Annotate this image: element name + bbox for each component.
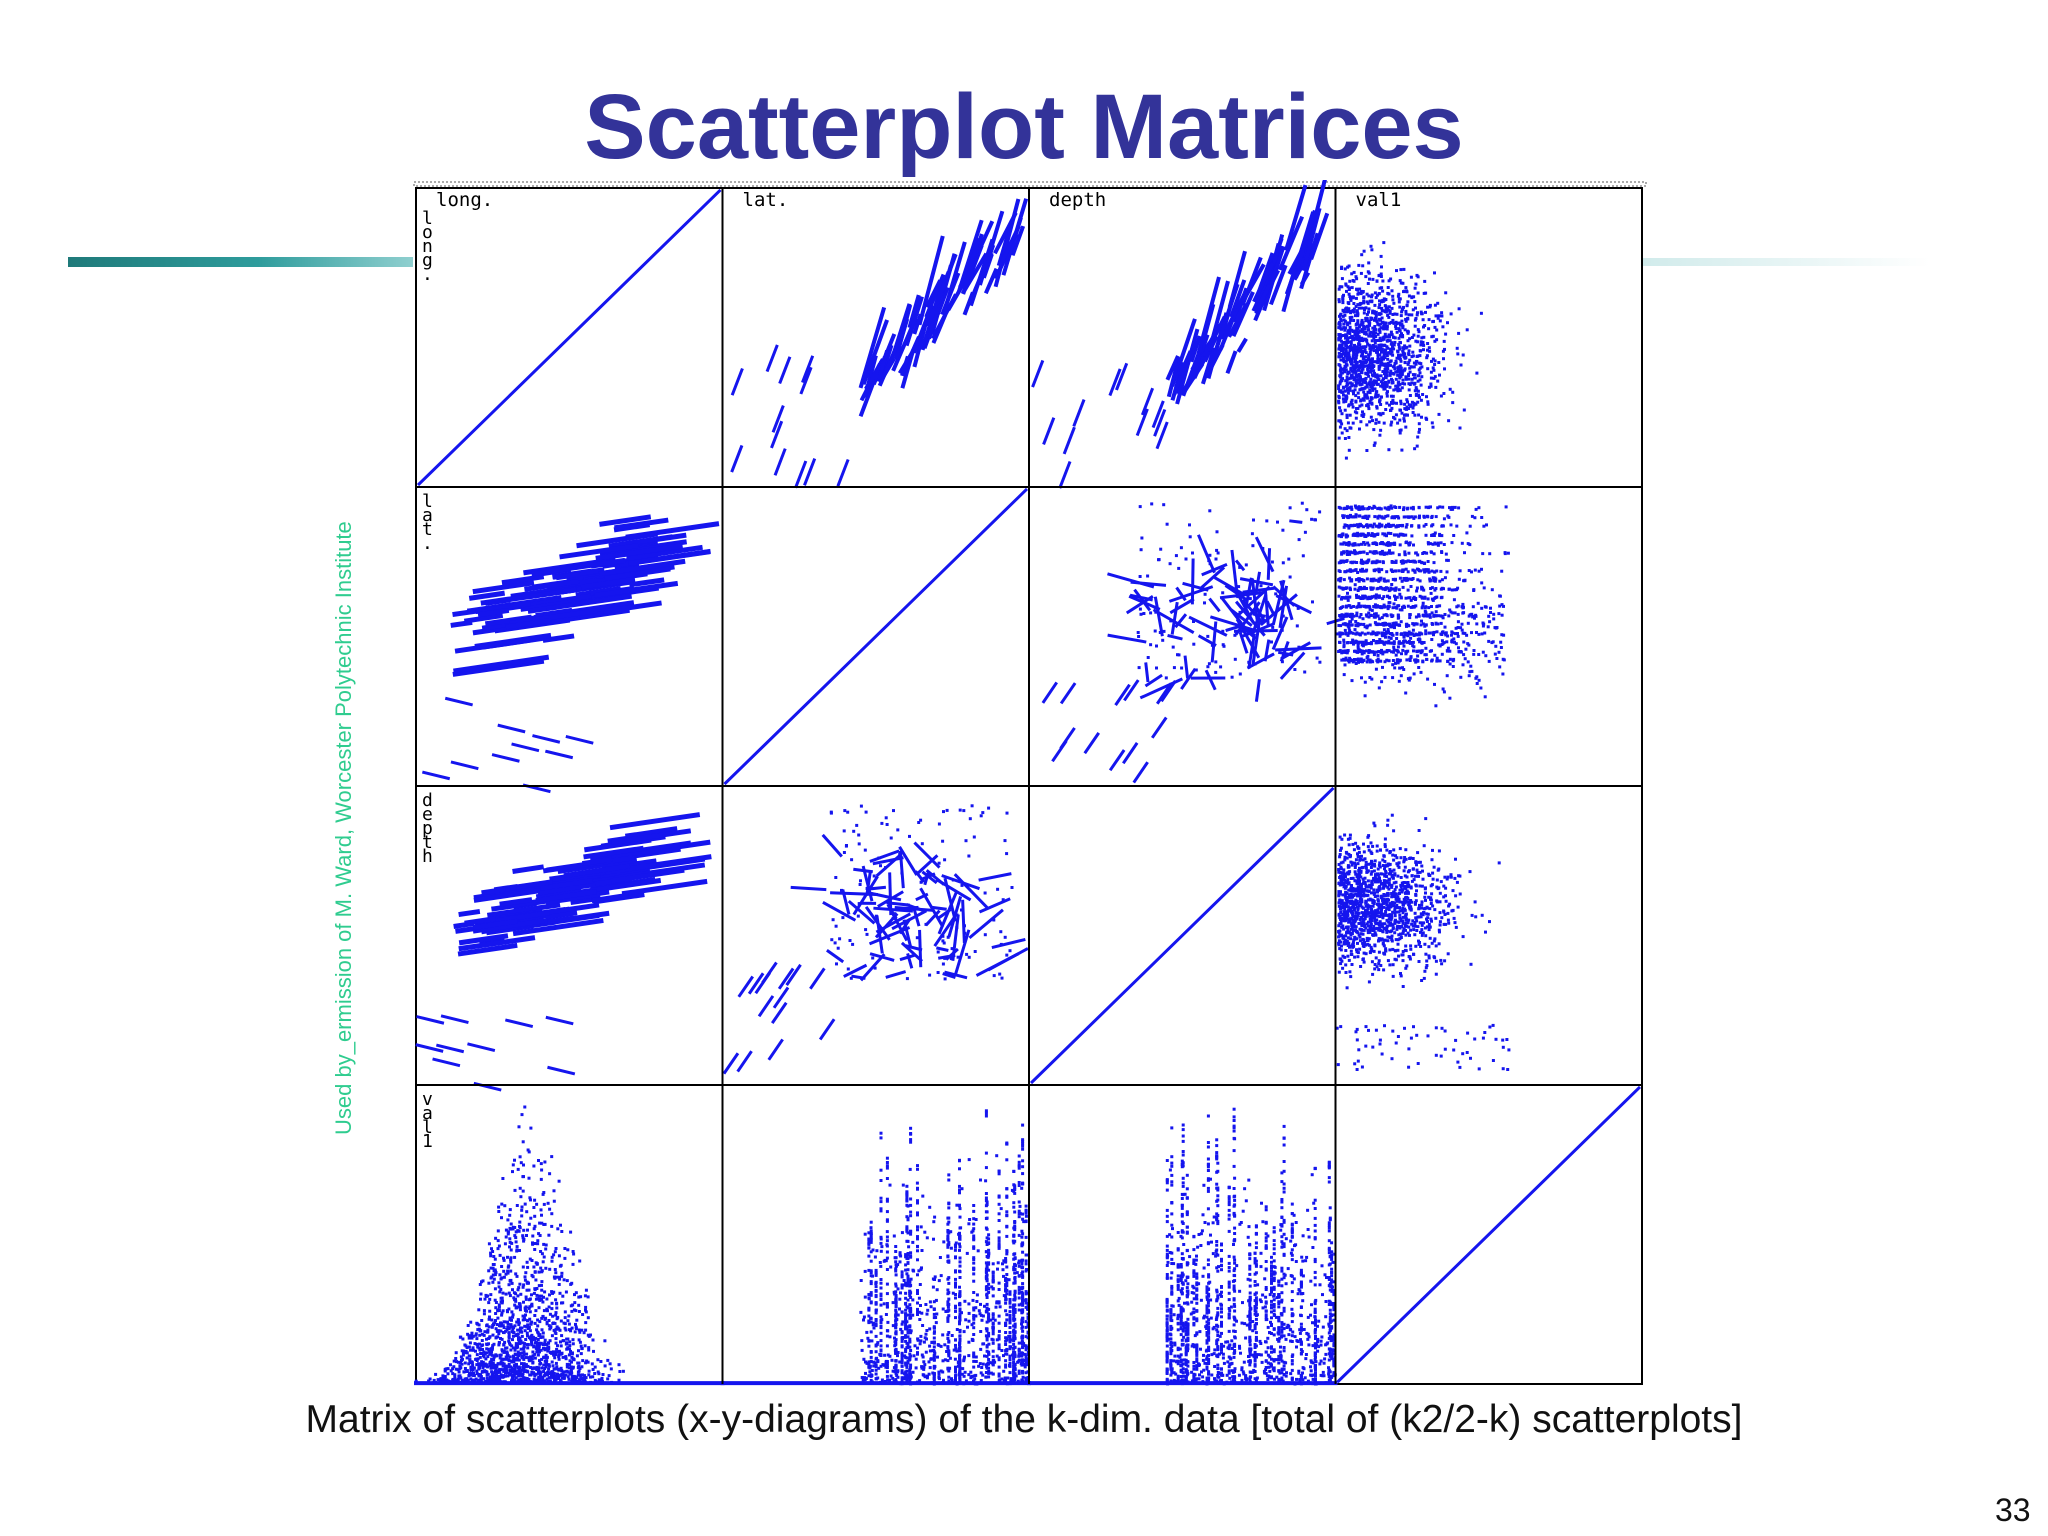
- scatter-cell-0-3: [1337, 241, 1483, 460]
- column-label-3: val1: [1356, 189, 1402, 211]
- row-label-2-char-3: t: [422, 832, 433, 853]
- scatter-cell-3-3: [1336, 1085, 1642, 1384]
- row-label-0-char-0: l: [422, 208, 433, 229]
- row-label-2-char-0: d: [422, 790, 433, 811]
- row-label-2-char-2: p: [422, 818, 433, 839]
- row-label-1-char-3: .: [422, 533, 433, 554]
- page-number: 33: [1995, 1492, 2031, 1528]
- row-label-3-char-1: a: [422, 1103, 433, 1124]
- scatter-cell-3-2: [1027, 1107, 1338, 1386]
- scatter-cell-0-0: [416, 188, 722, 487]
- row-label-1-char-1: a: [422, 505, 433, 526]
- scatter-cell-1-2: [1041, 501, 1345, 784]
- row-label-3-char-2: l: [422, 1117, 433, 1138]
- slide-caption: Matrix of scatterplots (x-y-diagrams) of…: [305, 1398, 1743, 1441]
- column-label-0: long.: [436, 189, 493, 211]
- scatter-cell-3-1: [720, 1109, 1031, 1386]
- row-label-2-char-4: h: [422, 846, 433, 867]
- row-label-2-char-1: e: [422, 804, 433, 825]
- row-label-1-char-2: t: [422, 519, 433, 540]
- slide-title: Scatterplot Matrices: [584, 76, 1464, 178]
- scatter-cell-0-2: [1031, 180, 1330, 489]
- scatter-cell-2-3: [1335, 813, 1511, 1071]
- column-label-2: depth: [1049, 189, 1106, 211]
- row-label-0-char-2: n: [422, 236, 433, 257]
- row-label-3-char-0: v: [422, 1089, 433, 1110]
- row-label-0-char-1: o: [422, 222, 433, 243]
- accent-bar-left: [68, 257, 413, 267]
- scatter-cell-1-3: [1335, 504, 1510, 708]
- scatter-cell-0-1: [730, 198, 1029, 489]
- scatter-cell-2-0: [415, 812, 712, 1092]
- scatter-cell-2-2: [1029, 786, 1335, 1085]
- scatter-cell-1-0: [421, 514, 720, 794]
- scatter-cell-1-1: [723, 487, 1029, 786]
- row-label-3-char-3: 1: [422, 1131, 433, 1152]
- row-label-1-char-0: l: [422, 491, 433, 512]
- accent-bar-right: [1630, 258, 1930, 266]
- row-label-0-char-4: .: [422, 264, 433, 285]
- row-label-0-char-3: g: [422, 250, 433, 271]
- scatter-cell-2-1: [722, 804, 1029, 1075]
- scatter-cell-3-0: [414, 1105, 725, 1386]
- column-label-1: lat.: [743, 189, 789, 211]
- image-credit: Used by_ermission of M. Ward, Worcester …: [331, 521, 356, 1135]
